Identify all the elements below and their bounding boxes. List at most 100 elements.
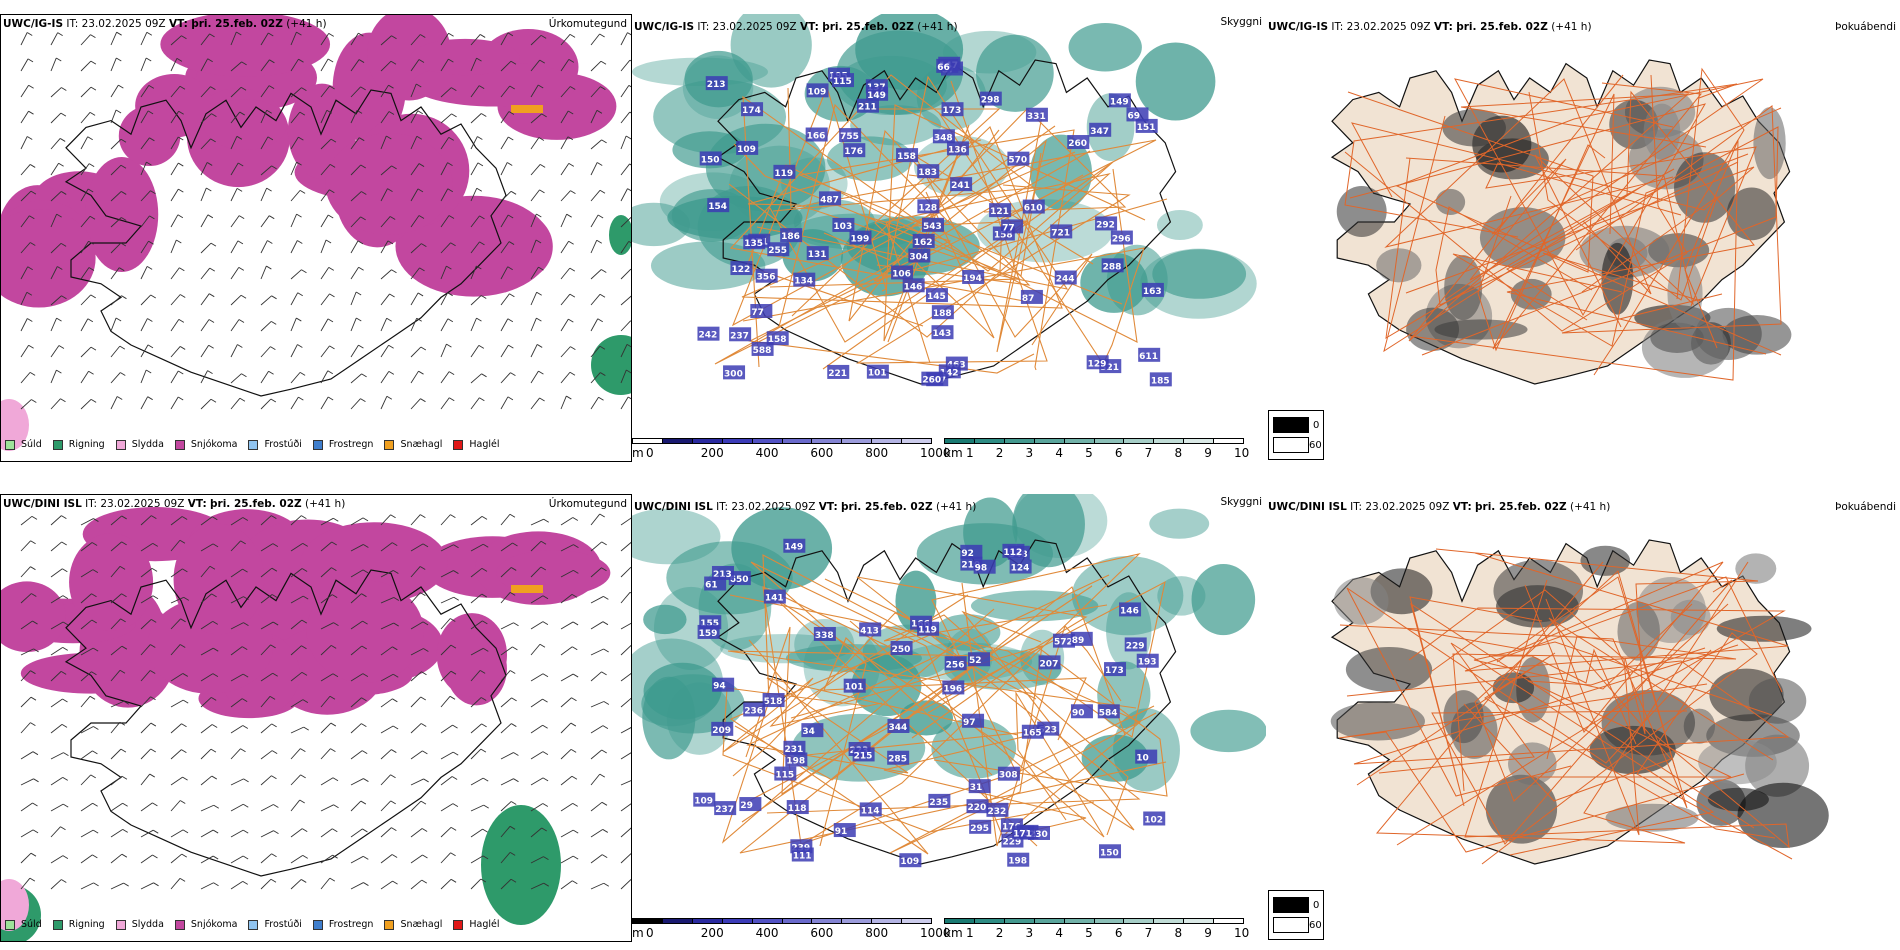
- wind-barb-flag: [450, 514, 456, 519]
- wind-barb: [470, 373, 482, 384]
- legend-label: Slydda: [131, 919, 164, 930]
- cloud-base-patch: [786, 800, 809, 815]
- legend-label: Frostúði: [264, 919, 302, 930]
- wind-barb: [290, 292, 299, 306]
- wind-barb: [380, 60, 392, 72]
- wind-barb-flag: [271, 567, 278, 572]
- wind-barb: [620, 592, 631, 604]
- wind-barb-flag: [543, 518, 549, 523]
- road: [1347, 91, 1702, 302]
- wind-barb-flag: [483, 543, 489, 548]
- wind-barb: [590, 110, 598, 124]
- wind-barb-flag: [91, 619, 97, 624]
- wind-barb: [200, 804, 214, 812]
- wind-barb-flag: [542, 621, 549, 626]
- cloud-base-patch: [697, 624, 720, 639]
- wind-barb: [140, 882, 154, 890]
- wind-barb: [260, 594, 273, 604]
- road: [1356, 652, 1776, 839]
- wind-barb: [620, 622, 631, 630]
- road: [1431, 589, 1640, 836]
- wind-barb-flag: [483, 804, 489, 809]
- wind-barb-flag: [539, 643, 546, 648]
- cloud-base-label: 232: [987, 807, 1006, 817]
- wind-barb-flag: [416, 317, 422, 322]
- legend-label: Snjókoma: [190, 919, 238, 930]
- colorbar-tick-label: 1: [966, 926, 974, 940]
- wind-barb: [530, 777, 544, 786]
- wind-barb-flag: [417, 292, 424, 297]
- wind-barb: [20, 345, 30, 358]
- wind-barb: [500, 513, 511, 526]
- cloud-base-label: 321: [1100, 363, 1119, 373]
- wind-barb-flag: [329, 345, 335, 350]
- wind-barb-flag: [389, 216, 396, 220]
- cloud-base-label: 194: [963, 274, 982, 284]
- wind-barb: [200, 855, 214, 864]
- wind-barb: [500, 136, 509, 150]
- wind-barb: [470, 670, 481, 682]
- wind-barb-flag: [361, 191, 367, 195]
- wind-barb-flag: [273, 804, 279, 808]
- low-visibility-cell: [1071, 555, 1184, 636]
- wind-barb-flag: [210, 86, 216, 91]
- wind-barb: [500, 344, 509, 358]
- wind-barb: [530, 856, 544, 864]
- wind-barb: [410, 514, 421, 526]
- wind-barb: [560, 136, 569, 150]
- wind-barb: [440, 618, 451, 630]
- legend-item-snjókoma: Snjókoma: [174, 919, 238, 930]
- cloud-base-label: 149: [1110, 97, 1129, 107]
- wind-barb: [260, 621, 274, 630]
- wind-barb-flag: [329, 189, 335, 194]
- wind-barb-flag: [211, 775, 218, 780]
- colorbar-tick-label: 5: [1085, 926, 1093, 940]
- cloud-base-patch: [973, 559, 996, 574]
- wind-barb: [410, 800, 422, 812]
- wind-barb: [170, 829, 184, 838]
- wind-barb-flag: [360, 216, 366, 221]
- wind-barb-flag: [566, 395, 572, 400]
- wind-barb-flag: [149, 773, 155, 778]
- cloud-base-patch: [819, 191, 842, 206]
- wind-barb: [80, 647, 94, 656]
- wind-barb: [350, 59, 360, 72]
- low-visibility-cell: [855, 14, 964, 91]
- wind-barb-flag: [300, 879, 307, 883]
- wind-barb-flag: [330, 722, 337, 727]
- cloud-base-patch: [887, 719, 910, 734]
- wind-barb: [110, 853, 123, 864]
- wind-barb: [20, 515, 33, 526]
- snow-cell: [69, 533, 154, 632]
- wind-barb: [50, 752, 64, 760]
- wind-barb: [410, 110, 419, 124]
- wind-barb: [560, 110, 569, 124]
- wind-barb: [110, 721, 121, 734]
- wind-barb-flag: [569, 293, 576, 298]
- fog-cell: [1748, 677, 1807, 724]
- wind-barb: [50, 826, 61, 838]
- wind-barb-flag: [61, 295, 67, 300]
- wind-barb-flag: [596, 239, 602, 244]
- wind-barb-flag: [451, 113, 457, 118]
- wind-barb-flag: [393, 622, 399, 627]
- wind-barb-flag: [572, 646, 578, 651]
- cloud-base-labels: 4716111581832603482985717334716246314215…: [697, 56, 1172, 387]
- wind-barb-flag: [570, 190, 576, 195]
- cloud-base-label: 241: [951, 181, 970, 191]
- road: [797, 129, 1123, 371]
- cloud-base-label: 124: [1011, 564, 1030, 574]
- wind-barb-flag: [601, 269, 607, 273]
- wind-barb: [290, 31, 297, 46]
- cloud-base-label: 211: [858, 103, 877, 113]
- wind-barb: [590, 189, 601, 202]
- legend-swatch: [115, 919, 126, 930]
- wind-barb: [290, 671, 303, 682]
- wind-barb: [140, 137, 150, 150]
- wind-barb-flag: [483, 647, 489, 652]
- wind-barb: [560, 371, 571, 384]
- wind-barb: [560, 594, 573, 604]
- wind-barb: [620, 827, 631, 838]
- wind-barb: [590, 139, 602, 150]
- road: [1469, 107, 1782, 281]
